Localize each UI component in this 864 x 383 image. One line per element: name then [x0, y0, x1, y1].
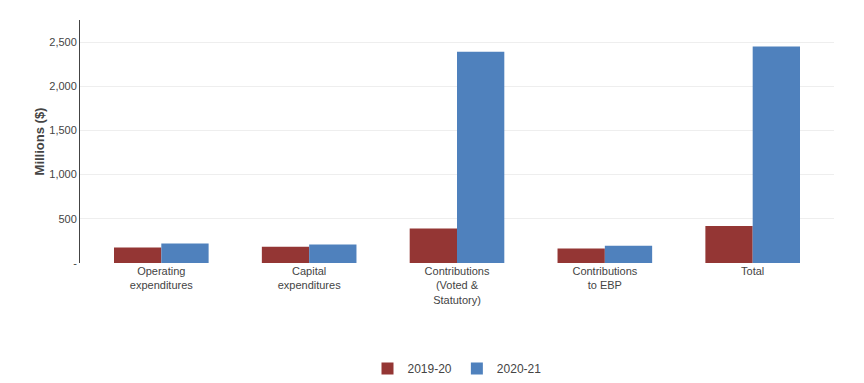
svg-text:Contributionsto EBP: Contributionsto EBP — [572, 265, 637, 291]
svg-text:1,500: 1,500 — [49, 124, 77, 136]
svg-text:2,000: 2,000 — [49, 80, 77, 92]
svg-text:Millions ($): Millions ($) — [32, 108, 47, 176]
svg-text:Operatingexpenditures: Operatingexpenditures — [130, 265, 193, 291]
svg-text:1,000: 1,000 — [49, 168, 77, 180]
svg-text:Capitalexpenditures: Capitalexpenditures — [278, 265, 341, 291]
svg-text:-: - — [73, 257, 77, 269]
svg-text:Contributions(Voted &Statutory: Contributions(Voted &Statutory) — [425, 265, 490, 306]
svg-text:2020-21: 2020-21 — [497, 362, 541, 376]
svg-text:2019-20: 2019-20 — [408, 362, 452, 376]
svg-text:2,500: 2,500 — [49, 36, 77, 48]
svg-text:Total: Total — [741, 265, 764, 277]
svg-text:500: 500 — [58, 213, 76, 225]
